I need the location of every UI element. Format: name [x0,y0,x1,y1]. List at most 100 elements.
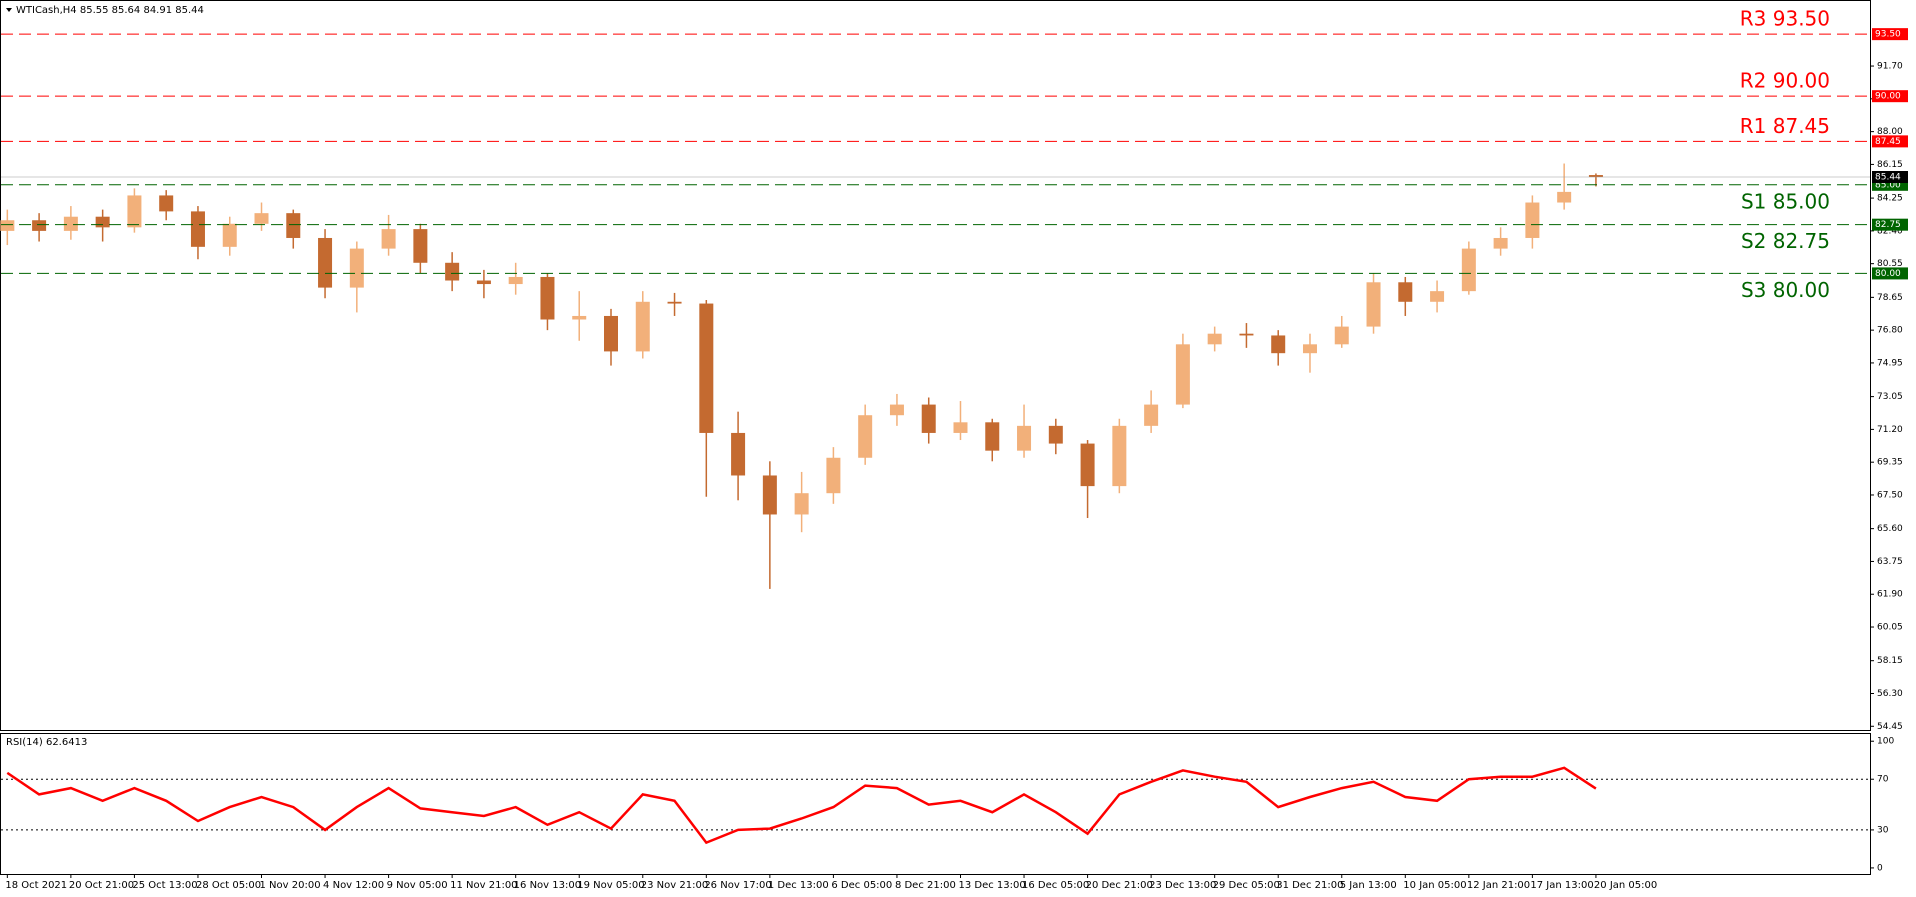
candle-body [190,211,205,247]
y-tick-label: 80.55 [1877,259,1903,269]
x-tick-label: 1 Nov 20:00 [260,880,321,891]
y-tick-label: 60.05 [1877,623,1903,633]
y-tick-label: 65.60 [1877,524,1903,534]
y-tick-label: 91.70 [1877,62,1903,72]
x-tick-label: 8 Dec 21:00 [895,880,956,891]
candle-body [826,457,841,494]
level-label: S3 80.00 [1741,278,1830,302]
y-tick-label: 54.45 [1877,722,1903,732]
level-label: S2 82.75 [1741,229,1830,253]
candle-body [635,301,650,352]
x-tick-label: 31 Dec 21:00 [1276,880,1343,891]
candle-body [1112,425,1127,487]
y-tick-label: 70 [1877,775,1889,785]
candle-body [349,248,364,288]
y-tick-label: 84.25 [1877,194,1903,204]
candle-body [889,404,904,416]
candle-body [858,415,873,458]
last-price-label: 85.44 [1875,173,1901,183]
candle-body [254,213,269,224]
candle-body [318,237,333,288]
x-tick-label: 16 Dec 05:00 [1022,880,1089,891]
y-tick-label: 67.50 [1877,490,1903,500]
candle-body [95,216,110,228]
y-tick-label: 71.20 [1877,425,1903,435]
candle-body [1493,237,1508,249]
y-tick-label: 69.35 [1877,458,1903,468]
candle-body [222,223,237,247]
x-tick-label: 25 Oct 13:00 [132,880,197,891]
candle-body [1334,326,1349,345]
y-tick-label: 73.05 [1877,392,1903,402]
candle-body [1271,335,1286,354]
candle-body [921,404,936,433]
candle-body [1048,425,1063,444]
candle-body [32,220,47,231]
x-tick-label: 9 Nov 05:00 [387,880,448,891]
candle-body [1080,443,1095,487]
y-tick-label: 58.15 [1877,656,1903,666]
y-tick-label: 88.00 [1877,127,1903,137]
candle-body [445,262,460,281]
level-label: R1 87.45 [1740,114,1830,138]
x-tick-label: 4 Nov 12:00 [323,880,384,891]
candle-body [1461,248,1476,292]
x-tick-label: 29 Dec 05:00 [1213,880,1280,891]
y-tick-label: 61.90 [1877,590,1903,600]
x-tick-label: 10 Jan 05:00 [1403,880,1466,891]
x-tick-label: 12 Jan 21:00 [1467,880,1530,891]
x-tick-label: 20 Jan 05:00 [1594,880,1657,891]
x-tick-label: 16 Nov 13:00 [514,880,581,891]
candle-body [0,220,15,231]
y-tick-label: 82.40 [1877,226,1903,236]
candle-body [413,229,428,263]
level-axis-box [1872,135,1908,148]
x-tick-label: 26 Nov 17:00 [704,880,771,891]
level-label: S1 85.00 [1741,189,1830,213]
candle-body [731,432,746,476]
candle-body [63,216,78,231]
price-panel [0,0,1871,731]
candle-body [1302,344,1317,354]
candle-body [127,195,142,228]
x-tick-label: 5 Jan 13:00 [1340,880,1397,891]
candle-body [1239,333,1254,336]
level-label: R2 90.00 [1740,69,1830,93]
level-label: R3 93.50 [1740,7,1830,31]
level-axis-label: 87.45 [1875,137,1901,147]
candle-body [1525,202,1540,238]
candle-body [1175,344,1190,405]
x-tick-label: 6 Dec 05:00 [831,880,892,891]
x-tick-label: 23 Dec 13:00 [1149,880,1216,891]
y-tick-label: 78.65 [1877,293,1903,303]
y-tick-label: 30 [1877,825,1889,835]
level-axis-label: 82.75 [1875,220,1901,230]
candle-body [985,422,1000,451]
candle-body [604,315,618,352]
candle-body [1557,191,1572,203]
chart-title: WTICash,H4 85.55 85.64 84.91 85.44 [16,5,204,16]
y-tick-label: 0 [1877,863,1883,873]
x-tick-label: 19 Nov 05:00 [577,880,644,891]
candle-body [762,475,777,515]
level-axis-box [1872,218,1908,231]
y-tick-label: 63.75 [1877,557,1903,567]
candle-body [699,303,714,433]
rsi-title: RSI(14) 62.6413 [6,737,87,748]
candle-body [953,422,968,433]
level-axis-box [1872,90,1908,103]
candle-body [286,213,301,238]
candle-body [1017,425,1032,451]
candle-body [476,280,491,285]
x-tick-label: 20 Dec 21:00 [1086,880,1153,891]
candle-body [540,276,555,320]
level-axis-label: 85.00 [1875,180,1901,190]
x-tick-label: 20 Oct 21:00 [69,880,134,891]
last-price-box [1872,171,1908,184]
x-tick-label: 13 Dec 13:00 [958,880,1025,891]
candle-body [572,315,587,320]
candle-body [794,493,809,515]
candle-body [667,301,682,304]
